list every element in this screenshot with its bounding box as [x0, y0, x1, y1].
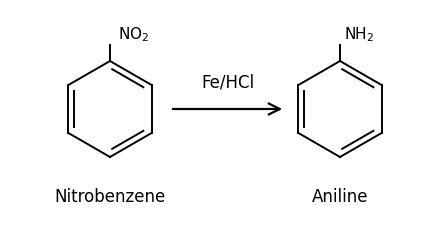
Text: Nitrobenzene: Nitrobenzene	[54, 187, 165, 205]
Text: NH$_2$: NH$_2$	[344, 25, 374, 44]
Text: NO$_2$: NO$_2$	[118, 25, 149, 44]
Text: Fe/HCl: Fe/HCl	[201, 74, 254, 92]
Text: Aniline: Aniline	[312, 187, 368, 205]
